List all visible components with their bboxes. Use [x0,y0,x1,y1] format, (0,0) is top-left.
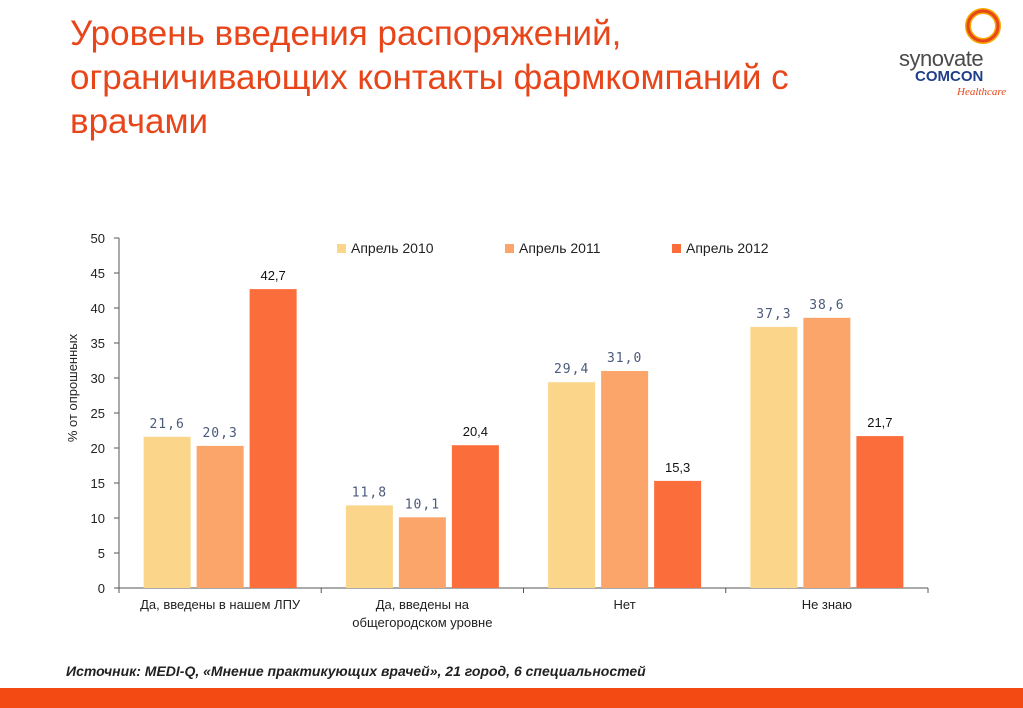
legend-swatch [505,244,514,253]
logo-brand: COMCON [915,68,984,85]
y-tick-label: 20 [91,441,105,456]
y-tick-label: 35 [91,336,105,351]
bar [654,480,702,588]
bar [451,445,499,588]
data-label: 29,4 [554,362,589,377]
data-label: 37,3 [756,307,791,322]
y-tick-label: 10 [91,511,105,526]
data-label: 38,6 [809,298,844,313]
data-label: 11,8 [352,485,387,500]
logo-name: synovate [899,46,984,71]
synovate-comcon-logo: synovate COMCON Healthcare [895,6,1015,106]
footer-bar [0,688,1023,708]
bar [601,371,649,588]
data-label: 10,1 [405,497,440,512]
y-tick-label: 50 [91,231,105,246]
x-category-label: Не знаю [802,597,853,612]
y-tick-label: 30 [91,371,105,386]
bar [548,382,596,588]
logo-ring-icon [965,8,1001,44]
legend-swatch [672,244,681,253]
bar [249,289,297,588]
y-tick-label: 15 [91,476,105,491]
data-label: 21,6 [149,417,184,432]
bar [750,326,798,588]
x-category-label: Нет [614,597,636,612]
data-label: 21,7 [867,415,892,430]
bar [196,445,244,588]
legend-label: Апрель 2010 [351,240,434,256]
y-tick-label: 5 [98,546,105,561]
bar [143,436,191,588]
data-label: 20,3 [202,426,237,441]
page-title: Уровень введения распоряжений, ограничив… [70,14,789,141]
x-category-label: Да, введены на [376,597,470,612]
bar [345,505,393,588]
bar [856,436,904,588]
legend-label: Апрель 2012 [686,240,769,256]
data-label: 42,7 [260,268,285,283]
logo-sub: Healthcare [957,86,1007,98]
data-label: 31,0 [607,351,642,366]
data-label: 15,3 [665,460,690,475]
bar-chart: 0 5 10 15 20 25 30 35 40 45 50 % от опрошенных 21,6 2… [65,231,929,630]
y-tick-label: 0 [98,581,105,596]
x-category-label: общегородском уровне [352,615,492,630]
data-label: 20,4 [463,424,488,439]
y-tick-label: 40 [91,301,105,316]
y-axis-label: % от опрошенных [65,333,80,442]
x-category-label: Да, введены в нашем ЛПУ [140,597,301,612]
bar [803,317,851,588]
legend-label: Апрель 2011 [519,240,601,256]
y-tick-label: 45 [91,266,105,281]
legend-swatch [337,244,346,253]
y-tick-label: 25 [91,406,105,421]
bar [398,517,446,588]
source-note: Источник: MEDI-Q, «Мнение практикующих в… [66,663,646,679]
